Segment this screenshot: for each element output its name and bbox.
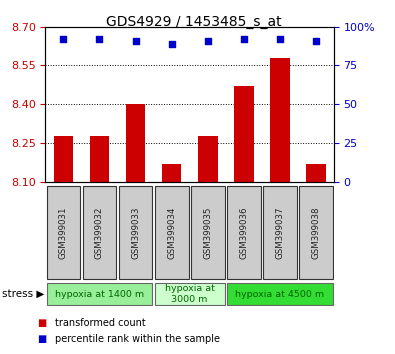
Bar bbox=[191, 186, 225, 280]
Bar bbox=[162, 164, 181, 182]
Bar bbox=[306, 164, 325, 182]
Bar bbox=[154, 186, 188, 280]
Bar bbox=[47, 283, 152, 305]
Point bbox=[312, 38, 319, 44]
Bar bbox=[118, 186, 152, 280]
Text: GDS4929 / 1453485_s_at: GDS4929 / 1453485_s_at bbox=[106, 15, 281, 29]
Bar bbox=[198, 136, 218, 182]
Bar bbox=[263, 186, 297, 280]
Text: hypoxia at 1400 m: hypoxia at 1400 m bbox=[55, 290, 144, 299]
Bar bbox=[126, 104, 145, 182]
Bar bbox=[154, 283, 225, 305]
Bar bbox=[299, 186, 333, 280]
Point bbox=[132, 38, 139, 44]
Bar bbox=[227, 186, 261, 280]
Point bbox=[60, 36, 67, 42]
Bar bbox=[227, 283, 333, 305]
Point bbox=[276, 36, 283, 42]
Text: GSM399035: GSM399035 bbox=[203, 206, 212, 259]
Bar bbox=[234, 86, 254, 182]
Text: GSM399033: GSM399033 bbox=[131, 206, 140, 259]
Bar bbox=[270, 58, 290, 182]
Text: transformed count: transformed count bbox=[55, 318, 146, 328]
Text: GSM399037: GSM399037 bbox=[275, 206, 284, 259]
Text: GSM399036: GSM399036 bbox=[239, 206, 248, 259]
Text: hypoxia at
3000 m: hypoxia at 3000 m bbox=[165, 285, 214, 304]
Bar bbox=[54, 136, 73, 182]
Bar bbox=[83, 186, 117, 280]
Point bbox=[168, 41, 175, 46]
Text: hypoxia at 4500 m: hypoxia at 4500 m bbox=[235, 290, 324, 299]
Bar bbox=[47, 186, 81, 280]
Text: GSM399038: GSM399038 bbox=[311, 206, 320, 259]
Bar bbox=[90, 136, 109, 182]
Point bbox=[96, 36, 103, 42]
Text: GSM399034: GSM399034 bbox=[167, 206, 176, 259]
Text: ■: ■ bbox=[38, 318, 47, 328]
Point bbox=[205, 38, 211, 44]
Text: GSM399031: GSM399031 bbox=[59, 206, 68, 259]
Text: ■: ■ bbox=[38, 334, 47, 344]
Point bbox=[241, 36, 247, 42]
Text: stress ▶: stress ▶ bbox=[2, 289, 44, 299]
Text: GSM399032: GSM399032 bbox=[95, 206, 104, 259]
Text: percentile rank within the sample: percentile rank within the sample bbox=[55, 334, 220, 344]
